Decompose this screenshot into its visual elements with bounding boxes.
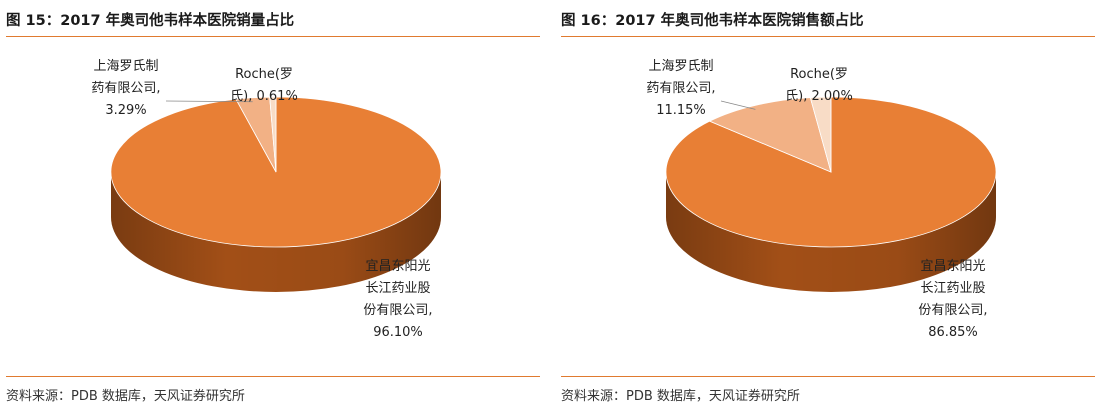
slice-label-line: 份有限公司,: [363, 303, 432, 318]
figure-title: 图 16：2017 年奥司他韦样本医院销售额占比: [561, 13, 864, 29]
leader-line-shanghai-roche: [720, 100, 756, 110]
slice-label-line: 长江药业股: [920, 281, 985, 296]
slice-label-line: 份有限公司,: [918, 303, 987, 318]
slice-label-shanghai-roche: 上海罗氏制药有限公司, 11.15%: [646, 59, 715, 118]
slice-label-line: 86.85%: [928, 325, 978, 340]
leader-line-shanghai-roche: [165, 100, 253, 103]
slice-label-roche: Roche(罗氏), 2.00%: [785, 67, 853, 104]
slice-label-line: 药有限公司,: [646, 81, 715, 96]
slice-label-line: 宜昌东阳光: [920, 259, 985, 274]
slice-label-line: 96.10%: [373, 325, 423, 340]
slice-label-line: 3.29%: [105, 103, 146, 118]
pie-chart-sales: 宜昌东阳光长江药业股份有限公司, 86.85% 上海罗氏制药有限公司, 11.15% R…: [646, 59, 997, 340]
slice-label-line: 上海罗氏制: [93, 59, 158, 74]
slice-label-line: 氏), 2.00%: [785, 89, 853, 104]
chart-panel-sales: 图 16：2017 年奥司他韦样本医院销售额占比 宜昌东阳光长江药业股份有限公司…: [561, 0, 1095, 409]
slice-label-roche: Roche(罗氏), 0.61%: [230, 67, 298, 104]
source-divider: [6, 376, 540, 377]
pie-side-shading: [666, 172, 996, 292]
slice-label-yichang-hec: 宜昌东阳光长江药业股份有限公司, 96.10%: [363, 259, 432, 340]
title-divider: [6, 36, 540, 37]
slice-label-line: Roche(罗: [790, 67, 848, 82]
figure-title: 图 15：2017 年奥司他韦样本医院销量占比: [6, 13, 295, 29]
slice-label-line: 宜昌东阳光: [365, 259, 430, 274]
slice-roche: [269, 96, 277, 173]
chart-panel-volume: 图 15：2017 年奥司他韦样本医院销量占比 宜昌东阳光长江药业股份有限公司,…: [6, 0, 540, 409]
slice-label-yichang-hec: 宜昌东阳光长江药业股份有限公司, 86.85%: [918, 259, 987, 340]
slice-label-line: 长江药业股: [365, 281, 430, 296]
slice-roche: [809, 96, 832, 173]
pie-side-shading: [111, 172, 441, 292]
slice-label-shanghai-roche: 上海罗氏制药有限公司, 3.29%: [91, 59, 160, 118]
source-note: 资料来源：PDB 数据库，天风证券研究所: [561, 389, 800, 404]
slice-label-line: Roche(罗: [235, 67, 293, 82]
slice-label-line: 药有限公司,: [91, 81, 160, 96]
slice-label-line: 11.15%: [656, 103, 706, 118]
slice-label-line: 氏), 0.61%: [230, 89, 298, 104]
pie-chart-volume: 宜昌东阳光长江药业股份有限公司, 96.10% 上海罗氏制药有限公司, 3.29% Ro…: [91, 59, 442, 340]
slice-label-line: 上海罗氏制: [648, 59, 713, 74]
slice-shanghai-roche: [708, 97, 832, 173]
title-divider: [561, 36, 1095, 37]
source-divider: [561, 376, 1095, 377]
source-note: 资料来源：PDB 数据库，天风证券研究所: [6, 389, 245, 404]
